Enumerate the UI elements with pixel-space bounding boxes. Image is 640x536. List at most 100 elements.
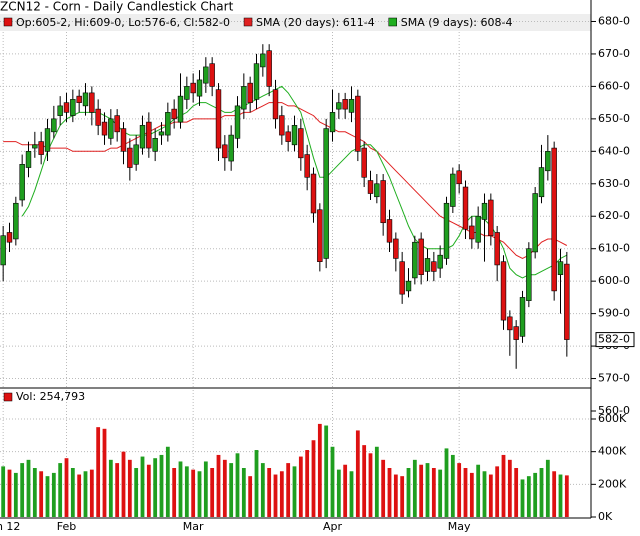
volume-legend: Vol: 254,793 <box>16 390 85 403</box>
volume-bar <box>51 472 56 517</box>
candle-body <box>253 63 260 100</box>
candle-body <box>57 105 63 116</box>
volume-bar <box>298 456 303 517</box>
volume-bar <box>102 428 107 517</box>
volume-bar <box>70 468 75 517</box>
y-tick-label: 0K <box>598 510 613 523</box>
candle-body <box>177 95 184 123</box>
volume-bar <box>115 463 120 517</box>
y-tick-label: 610-0 <box>598 242 630 255</box>
volume-bar <box>203 461 208 517</box>
candle-body <box>443 202 450 259</box>
volume-bar <box>254 450 259 517</box>
candle-body <box>146 121 152 149</box>
legend-swatch <box>3 17 13 27</box>
candle-body <box>19 164 25 201</box>
volume-bar <box>13 472 18 517</box>
candle-body <box>272 89 279 120</box>
candle-body <box>266 50 272 87</box>
candle-body <box>450 173 456 207</box>
volume-bar <box>558 474 563 517</box>
volume-bar <box>552 471 557 517</box>
candle-body <box>507 316 513 331</box>
legend-text: Op:605-2, Hi:609-0, Lo:576-6, Cl:582-0 <box>16 16 230 29</box>
volume-bar <box>83 471 88 517</box>
volume-bar <box>545 459 550 517</box>
volume-bar <box>210 468 215 517</box>
volume-bar <box>64 458 69 517</box>
volume-bar <box>267 468 272 517</box>
volume-bar <box>292 466 297 517</box>
last-price-box <box>595 332 635 348</box>
candle-body <box>241 86 247 110</box>
candle-body <box>348 99 355 113</box>
candle-body <box>557 261 564 275</box>
y-tick-label: 640-0 <box>598 144 630 157</box>
volume-bar <box>235 453 240 517</box>
candle-body <box>44 128 51 152</box>
volume-bar <box>406 468 411 517</box>
volume-bar <box>355 430 360 517</box>
y-tick-label: 670-0 <box>598 47 630 60</box>
volume-bar <box>501 454 506 517</box>
candle-body <box>545 151 551 172</box>
volume-bar <box>507 459 512 517</box>
candle-body <box>171 108 177 120</box>
candle-body <box>456 170 462 185</box>
volume-bar <box>476 464 481 517</box>
volume-bar <box>330 446 335 517</box>
x-tick-label: May <box>448 520 471 533</box>
volume-bar <box>1 466 6 517</box>
volume-bar <box>311 440 316 517</box>
volume-bar <box>248 476 253 517</box>
candle-body <box>158 131 165 136</box>
candle-body <box>317 209 323 262</box>
y-tick-label: 590-0 <box>598 307 630 320</box>
volume-bar <box>412 459 417 517</box>
candle-body <box>196 79 203 97</box>
volume-bar <box>463 468 468 517</box>
candle-body <box>279 115 285 136</box>
volume-bar <box>39 471 44 517</box>
candle-body <box>405 280 412 292</box>
legend-text: SMA (20 days): 611-4 <box>256 16 375 29</box>
candle-body <box>310 173 317 214</box>
candle-body <box>51 118 57 133</box>
volume-bar <box>539 468 544 517</box>
volume-bar <box>349 471 354 517</box>
candle-body <box>247 82 253 103</box>
volume-bar <box>32 468 37 517</box>
y-tick-label: 650-0 <box>598 112 630 125</box>
candle-body <box>285 131 291 142</box>
volume-bar <box>20 463 25 517</box>
last-price-label: 582-0 <box>598 333 630 346</box>
candle-body <box>0 235 6 266</box>
volume-bar <box>134 468 139 517</box>
candle-body <box>291 125 298 146</box>
volume-bar <box>273 474 278 517</box>
candle-body <box>215 89 222 149</box>
legend-text: SMA (9 days): 608-4 <box>401 16 513 29</box>
candle-body <box>386 219 393 243</box>
volume-bar <box>229 463 234 517</box>
candle-body <box>519 297 526 337</box>
y-tick-label: 400K <box>598 445 627 458</box>
candle-body <box>82 92 89 107</box>
candle-body <box>488 199 494 237</box>
volume-bar <box>165 446 170 517</box>
x-tick-label: Mar <box>183 520 204 533</box>
candle-body <box>165 112 171 136</box>
volume-bar <box>197 471 202 517</box>
x-tick-label: Apr <box>323 520 343 533</box>
candle-body <box>323 128 329 259</box>
volume-bar <box>7 469 12 517</box>
candle-body <box>494 232 500 266</box>
candle-body <box>234 105 241 139</box>
volume-bar <box>343 464 348 517</box>
chart-title: ZCN12 - Corn - Daily Candlestick Chart <box>0 0 234 14</box>
candle-body <box>222 144 228 159</box>
volume-bar <box>58 463 63 517</box>
candle-body <box>374 183 380 198</box>
volume-bar <box>393 474 398 517</box>
volume-bar <box>400 476 405 517</box>
